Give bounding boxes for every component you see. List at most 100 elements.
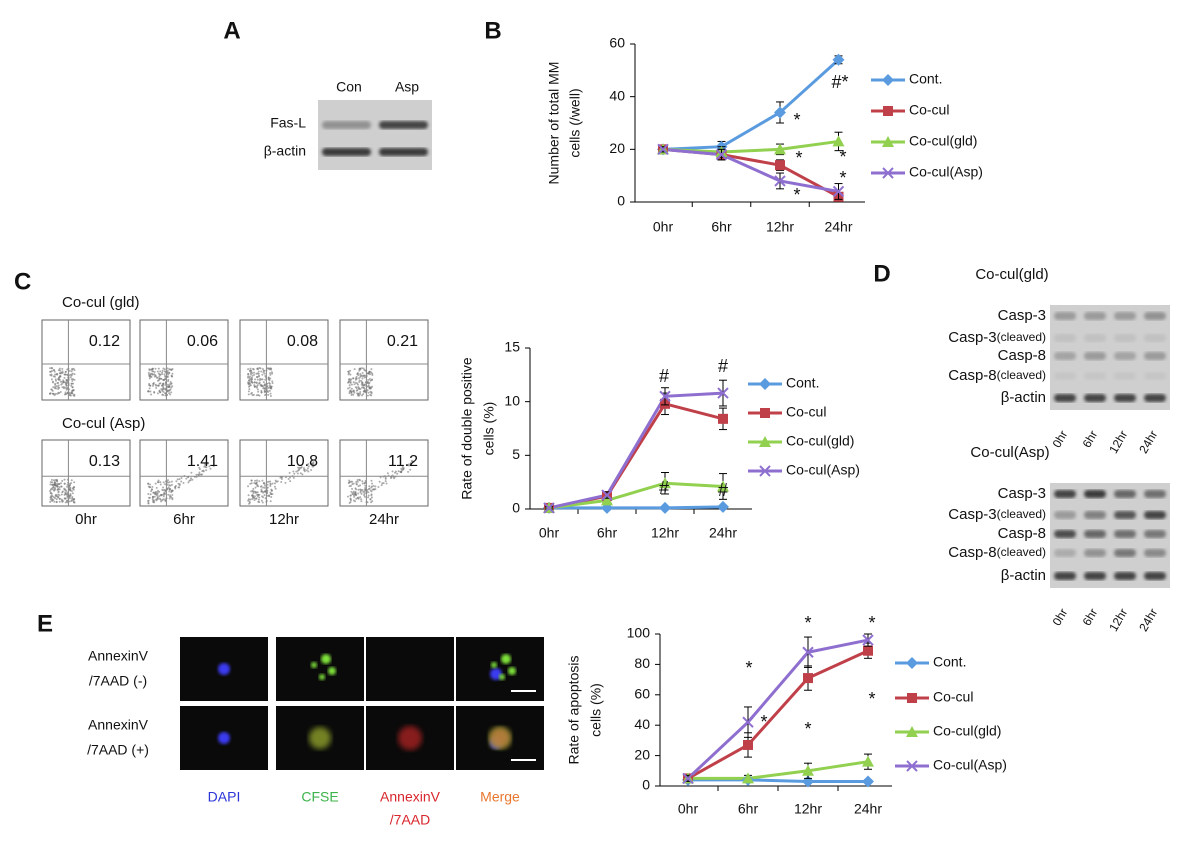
decoration: [361, 480, 364, 483]
marker: [601, 489, 613, 501]
decoration: [370, 493, 373, 496]
decoration: [269, 384, 272, 387]
decoration: [70, 490, 73, 493]
decoration: [63, 376, 66, 379]
decoration: [353, 391, 356, 394]
decoration: [53, 375, 56, 378]
legend-label: Co-cul(gld): [909, 133, 977, 149]
marker: [862, 775, 874, 788]
decoration: [54, 392, 57, 395]
flow-plot: [339, 439, 429, 507]
marker: [832, 53, 845, 66]
row-label-part: Casp-8: [948, 367, 996, 384]
lane-label: Con: [336, 79, 362, 95]
decoration: [378, 480, 381, 483]
decoration: [250, 378, 253, 381]
decoration: [180, 480, 183, 483]
marker: [882, 136, 894, 147]
legend-marker: [759, 436, 771, 447]
decoration: [156, 370, 159, 373]
decoration: [58, 500, 61, 503]
decoration: [252, 492, 255, 495]
decoration: [359, 479, 362, 482]
decoration: [171, 375, 174, 378]
decoration: [205, 466, 208, 469]
decoration: [347, 370, 350, 373]
decoration: [65, 489, 68, 492]
decoration: [401, 464, 404, 467]
decoration: [363, 376, 366, 379]
decoration: [258, 496, 261, 499]
decoration: [1054, 312, 1076, 320]
decoration: [66, 499, 69, 502]
decoration: [255, 482, 258, 485]
decoration: [348, 485, 351, 488]
decoration: [178, 484, 181, 487]
marker: [906, 726, 918, 737]
series-line: [548, 481, 724, 510]
decoration: [1084, 530, 1106, 538]
decoration: [367, 378, 370, 381]
decoration: [185, 477, 188, 480]
x-tick-label: 6hr: [597, 525, 618, 541]
decoration: [322, 121, 371, 129]
decoration: [1114, 549, 1136, 557]
time-label: 12hr: [269, 511, 299, 528]
decoration: [270, 489, 273, 492]
decoration: [309, 727, 331, 749]
decoration: [1144, 372, 1166, 380]
decoration: [1054, 334, 1076, 342]
decoration: [155, 384, 158, 387]
decoration: [148, 373, 151, 376]
decoration: [355, 389, 358, 392]
decoration: [832, 185, 845, 198]
annotation: #: [659, 366, 669, 386]
decoration: [56, 485, 59, 488]
decoration: [354, 491, 357, 494]
decoration: [374, 485, 377, 488]
decoration: [51, 500, 54, 503]
decoration: [49, 481, 52, 484]
decoration: [263, 384, 266, 387]
decoration: [271, 380, 274, 383]
decoration: [276, 637, 364, 701]
decoration: [152, 495, 155, 498]
decoration: [299, 472, 302, 475]
decoration: [372, 484, 375, 487]
decoration: [148, 483, 151, 486]
decoration: [363, 495, 366, 498]
decoration: [65, 373, 68, 376]
decoration: [58, 372, 61, 375]
decoration: [247, 494, 250, 497]
decoration: [262, 381, 265, 384]
decoration: [65, 379, 68, 382]
decoration: [350, 393, 353, 396]
decoration: [1114, 572, 1136, 580]
lane-label: 12hr: [1106, 606, 1130, 634]
row-label-part: Casp-8: [948, 544, 996, 561]
legend-marker: [882, 167, 894, 179]
x-tick-label: 24hr: [854, 801, 882, 817]
y-axis-label: cells (%): [588, 683, 604, 737]
decoration: [359, 374, 362, 377]
y-axis-label: cells (/well): [567, 88, 583, 157]
decoration: [160, 373, 163, 376]
flow-plot: [239, 319, 329, 401]
decoration: [1054, 352, 1076, 360]
decoration: [258, 501, 261, 504]
decoration: [50, 388, 53, 391]
decoration: [356, 480, 359, 483]
decoration: [161, 369, 164, 372]
decoration: [64, 501, 67, 504]
decoration: [1144, 394, 1166, 402]
decoration: [263, 486, 266, 489]
decoration: [380, 484, 383, 487]
decoration: [356, 383, 359, 386]
row-label: /7AAD (-): [89, 673, 147, 689]
decoration: [149, 493, 152, 496]
decoration: [1114, 490, 1136, 498]
decoration: [1084, 394, 1106, 402]
annotation: *: [839, 147, 846, 167]
marker: [774, 143, 786, 155]
decoration: [362, 386, 365, 389]
